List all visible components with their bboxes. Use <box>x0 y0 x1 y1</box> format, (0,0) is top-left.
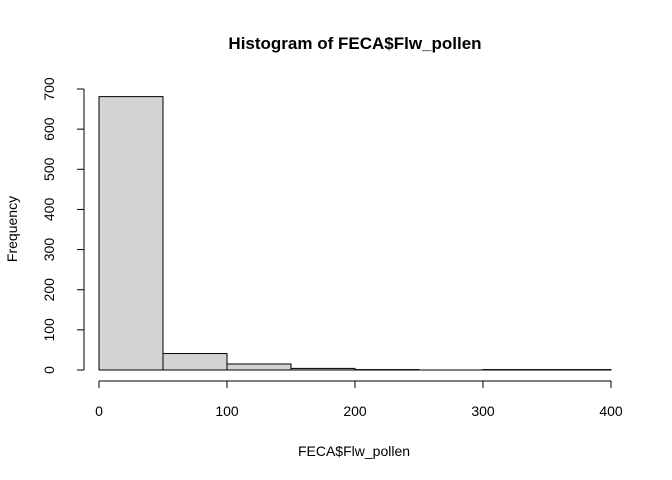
x-axis: 0 100 200 300 400 <box>95 380 623 419</box>
x-tick-label: 0 <box>95 403 103 419</box>
x-axis-label: FECA$Flw_pollen <box>298 443 410 459</box>
y-axis-label: Frequency <box>4 196 20 262</box>
histogram-bar-0 <box>98 96 164 371</box>
histogram-bar-1 <box>162 353 228 371</box>
x-tick-label: 300 <box>471 403 495 419</box>
x-tick-label: 200 <box>343 403 367 419</box>
y-tick-label: 700 <box>41 77 57 101</box>
y-tick-label: 400 <box>41 198 57 222</box>
histogram-bar-2 <box>226 363 292 371</box>
y-tick-label: 100 <box>41 318 57 342</box>
y-axis: 0 100 200 300 400 500 600 700 <box>41 77 85 374</box>
x-tick-label: 100 <box>215 403 239 419</box>
chart-title: Histogram of FECA$Flw_pollen <box>228 34 481 53</box>
histogram-bar-3 <box>290 367 356 371</box>
bars-group <box>98 96 612 371</box>
y-tick-label: 200 <box>41 278 57 302</box>
y-tick-label: 500 <box>41 157 57 181</box>
x-tick-label: 400 <box>599 403 623 419</box>
y-tick-label: 0 <box>41 366 57 374</box>
y-tick-label: 300 <box>41 238 57 262</box>
y-tick-label: 600 <box>41 117 57 141</box>
